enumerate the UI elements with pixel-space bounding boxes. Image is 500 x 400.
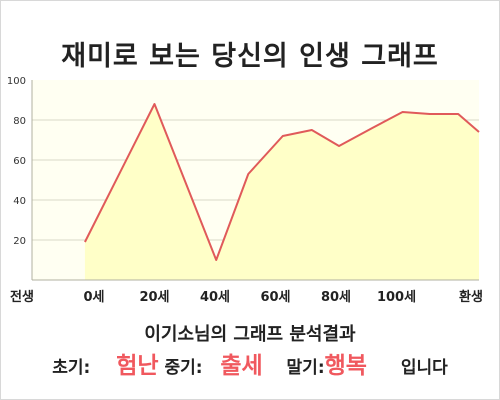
late-label: 말기: xyxy=(286,358,325,378)
y-tick-label: 20 xyxy=(13,236,26,247)
x-tick-label: 20세 xyxy=(139,290,169,305)
x-tick-label: 0세 xyxy=(83,290,104,305)
y-tick-label: 80 xyxy=(13,116,26,127)
x-tick-label: 80세 xyxy=(321,290,351,305)
early-value: 험난 xyxy=(116,353,159,379)
analysis-result: 초기: 험난 중기: 출세 말기:행복 입니다 xyxy=(0,346,500,380)
x-tick-label: 전생 xyxy=(10,289,34,305)
x-tick-label: 60세 xyxy=(260,290,290,305)
x-tick-label: 환생 xyxy=(459,289,483,305)
y-tick-label: 60 xyxy=(13,156,26,167)
early-label: 초기: xyxy=(52,358,91,378)
y-tick-label: 100 xyxy=(7,76,26,87)
result-suffix: 입니다 xyxy=(400,358,448,378)
x-tick-label: 100세 xyxy=(377,290,416,305)
mid-value: 출세 xyxy=(220,353,263,379)
mid-label: 중기: xyxy=(164,358,203,378)
page-title: 재미로 보는 당신의 인생 그래프 xyxy=(61,41,439,72)
series-line xyxy=(84,103,480,261)
analysis-subtitle: 이기소님의 그래프 분석결과 xyxy=(144,324,356,345)
area-fill xyxy=(84,104,480,280)
x-tick-label: 40세 xyxy=(200,290,230,305)
y-tick-label: 40 xyxy=(13,196,26,207)
late-value: 행복 xyxy=(324,353,367,379)
